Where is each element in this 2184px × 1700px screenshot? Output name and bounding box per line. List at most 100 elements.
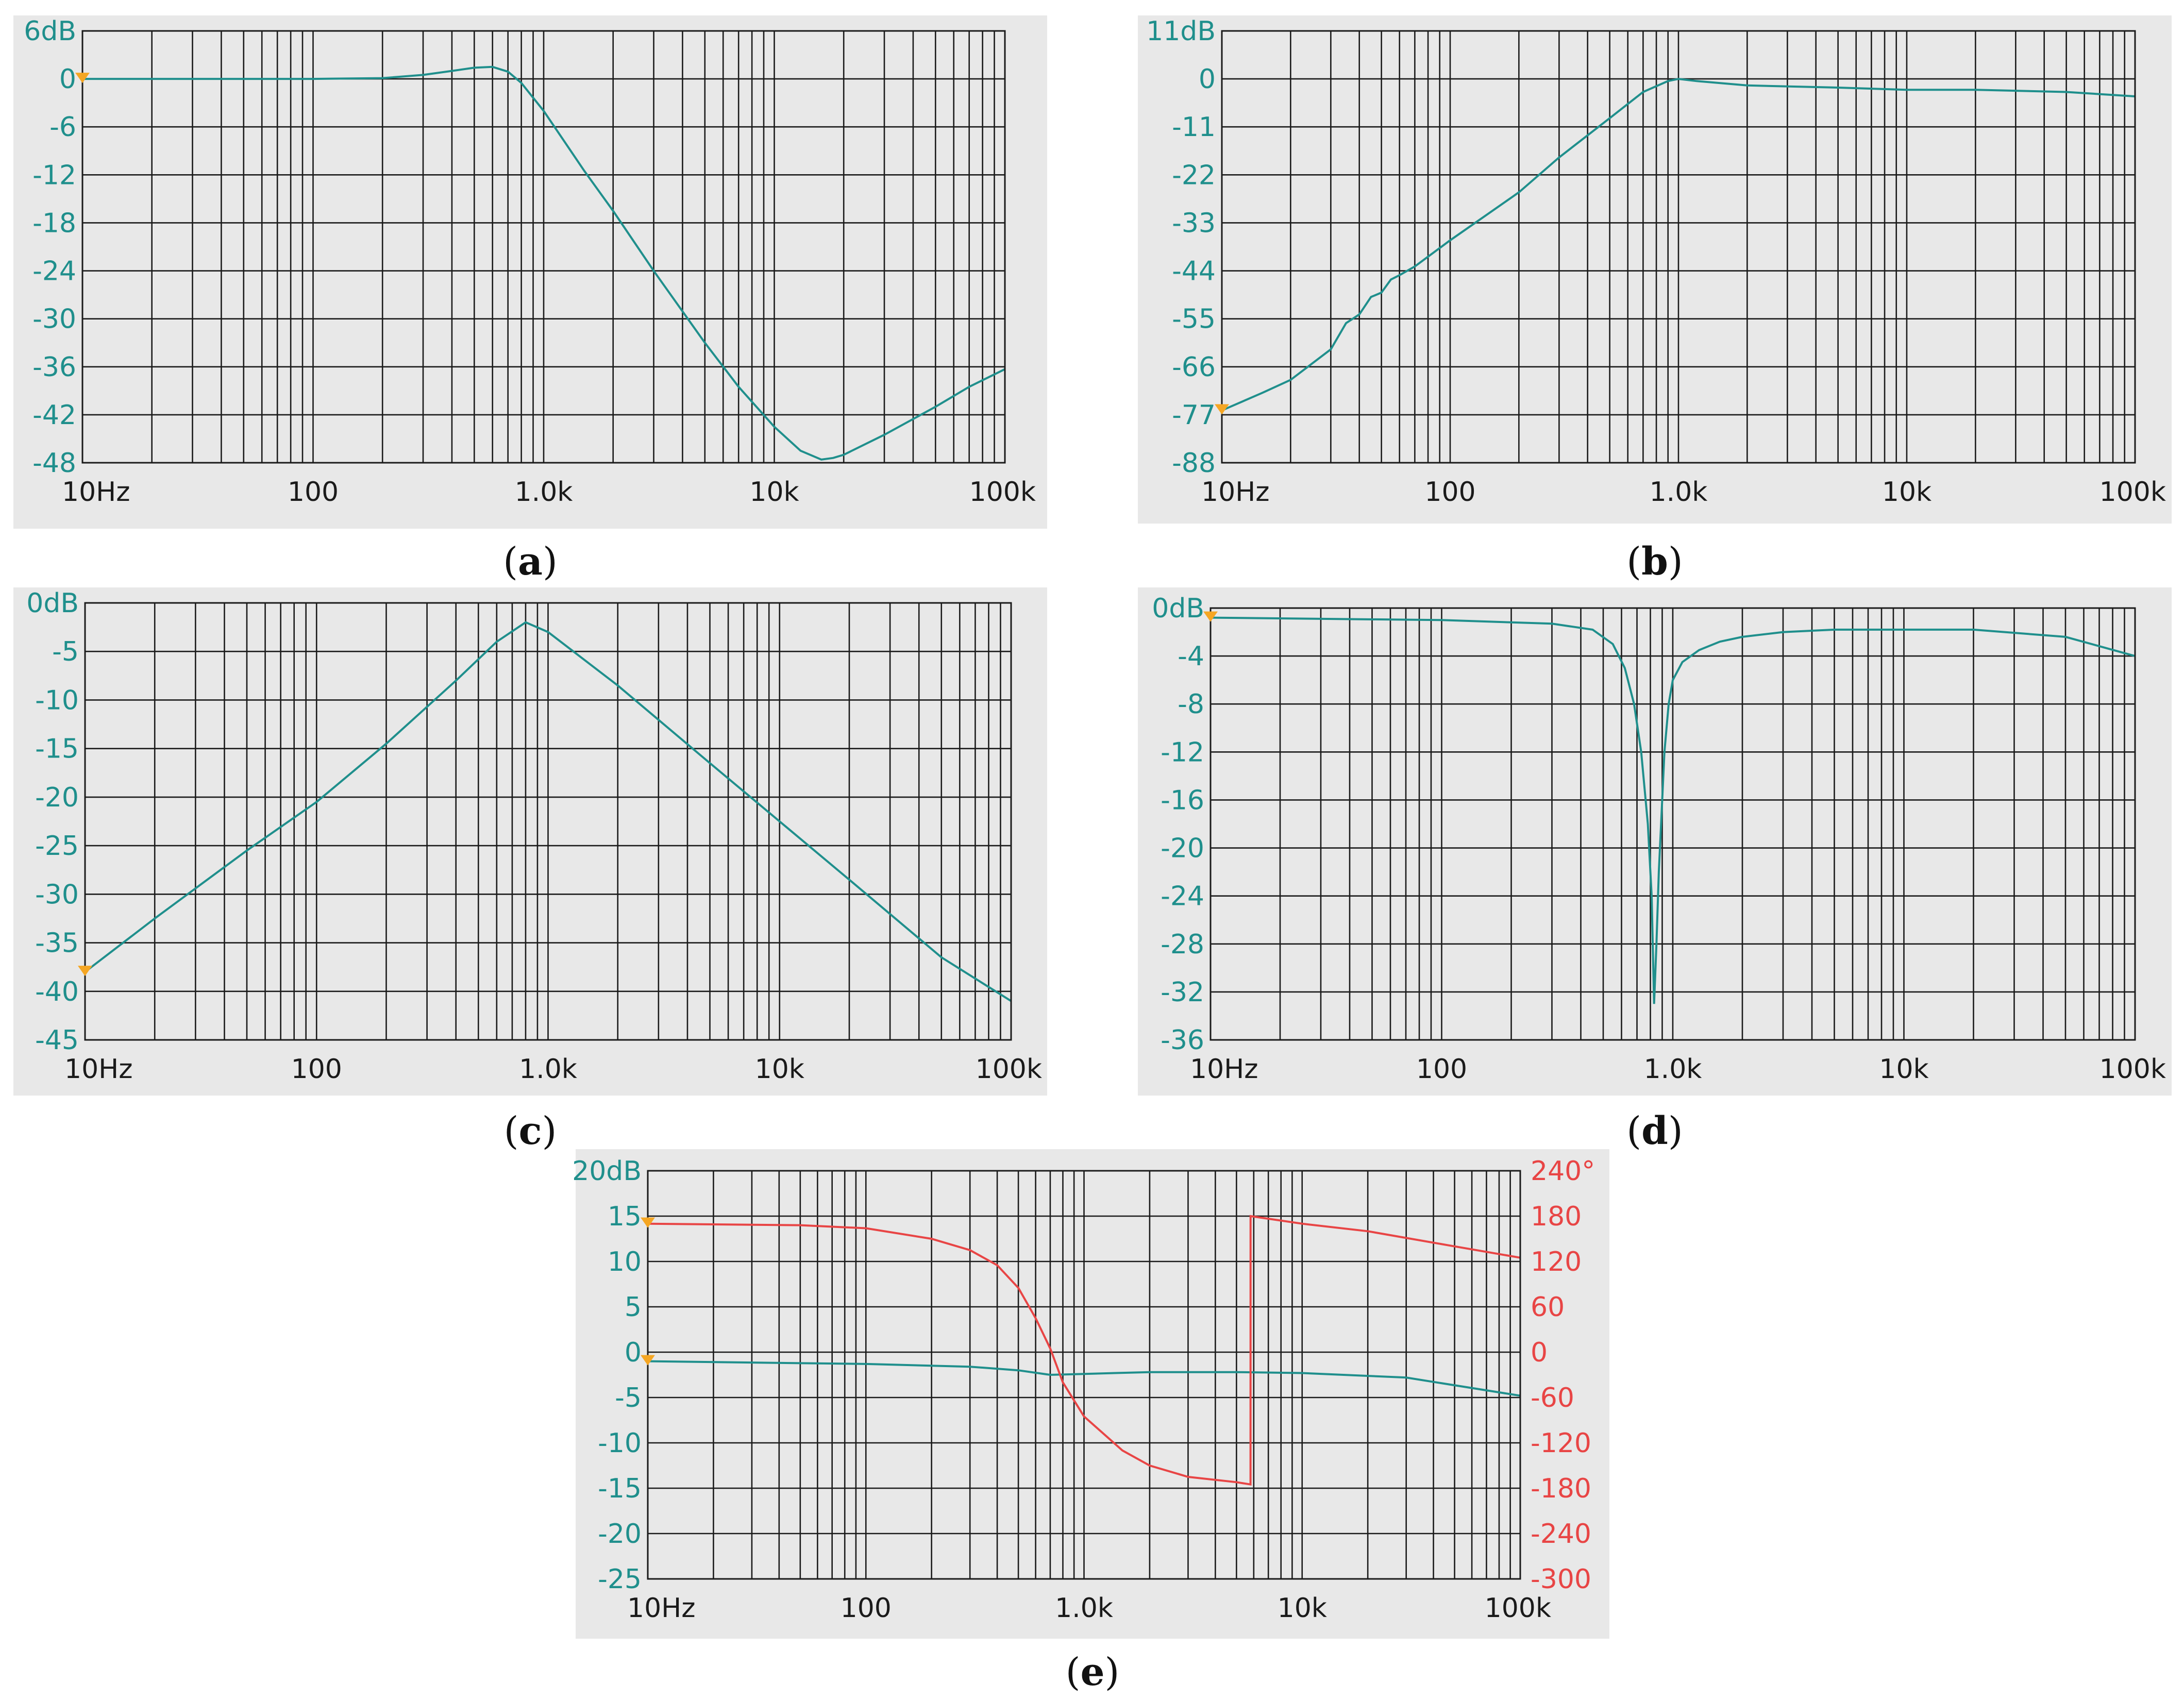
panel-b-series-0-line <box>1221 78 2136 412</box>
panel-d-ytick-label: -24 <box>1161 881 1204 912</box>
panel-c-frame <box>84 602 1012 1041</box>
panel-b: 11dB 0 -11 -22 -33 -44 -55 -66 -77 -88 10Hz 100 1.0… <box>1138 15 2172 584</box>
panel-d-series-0-marker <box>1203 611 1218 622</box>
panel-b-ytick-label: -44 <box>1172 256 1216 287</box>
panel-d-ytick-label: -16 <box>1161 785 1204 816</box>
panel-a-ytick-label: -36 <box>32 352 76 383</box>
panel-d-ytick-label: -8 <box>1178 689 1204 720</box>
panel-e-traces <box>647 1215 1521 1486</box>
panel-e-ytick-right-label: -60 <box>1531 1383 1574 1413</box>
panel-a-ytick-label: -18 <box>32 208 76 239</box>
panel-d-ytick-label: -36 <box>1161 1025 1204 1056</box>
panel-e-ytick-label: 10 <box>608 1247 642 1277</box>
panel-a-ytick-label: -24 <box>32 256 76 287</box>
panel-e-ytick-right-label: 180 <box>1531 1201 1582 1232</box>
panel-c-xtick-label: 100k <box>976 1054 1042 1085</box>
panel-e-y-ticks-right: 240° 180 120 60 0 -60 -120 -180 -240 -300 <box>1531 1156 1595 1595</box>
panel-e-ytick-right-label: -300 <box>1531 1564 1591 1595</box>
panel-c-ytick-label: 0dB <box>26 588 79 619</box>
panel-e-ytick-label: -20 <box>598 1519 642 1550</box>
panel-c-ytick-label: -20 <box>35 782 79 813</box>
panel-a-grid <box>82 31 1005 463</box>
panel-b-traces <box>1221 78 2136 412</box>
panel-c-grid <box>85 603 1011 1040</box>
panel-e-ytick-label: -10 <box>598 1428 642 1459</box>
panel-a-xtick-label: 10Hz <box>62 477 130 508</box>
panel-a-xtick-label: 1.0k <box>515 477 573 508</box>
panel-b-ytick-label: -33 <box>1172 208 1216 239</box>
panel-d-grid <box>1211 608 2135 1040</box>
panel-e-ytick-right-label: 60 <box>1531 1292 1565 1323</box>
panel-c-series-0-marker <box>78 966 92 977</box>
panel-e-xtick-label: 100 <box>841 1593 892 1624</box>
panel-a-caption: (a) <box>503 540 558 584</box>
panel-c-ytick-label: -5 <box>52 636 79 667</box>
panel-b-grid <box>1222 31 2135 463</box>
panel-d-traces <box>1210 616 2136 1004</box>
panel-c: 0dB -5 -10 -15 -20 -25 -30 -35 -40 -45 10Hz 100 1.0… <box>13 587 1047 1153</box>
panel-c-ytick-label: -45 <box>35 1025 79 1056</box>
panel-c-ytick-label: -35 <box>35 928 79 959</box>
panel-b-series-0-marker <box>1215 404 1229 415</box>
panel-b-xtick-label: 100k <box>2099 477 2166 508</box>
panel-d-ytick-label: -28 <box>1161 929 1204 960</box>
panel-b-xtick-label: 100 <box>1424 477 1475 508</box>
panel-e-x-ticks: 10Hz 100 1.0k 10k 100k <box>627 1593 1551 1624</box>
panel-e-series-1-line <box>647 1215 1521 1486</box>
panel-a-ytick-label: -30 <box>32 304 76 335</box>
panel-d-xtick-label: 1.0k <box>1644 1054 1702 1085</box>
panel-d-series-0-line <box>1210 616 2136 1004</box>
panel-a-xtick-label: 100k <box>969 477 1036 508</box>
panel-b-y-ticks: 11dB 0 -11 -22 -33 -44 -55 -66 -77 -88 <box>1146 16 1216 479</box>
panel-e-ytick-label: -15 <box>598 1473 642 1504</box>
panel-d-frame <box>1209 607 2136 1041</box>
panel-d-x-ticks: 10Hz 100 1.0k 10k 100k <box>1190 1054 2166 1085</box>
panel-e-ytick-right-label: 240° <box>1531 1156 1595 1187</box>
panel-a-x-ticks: 10Hz 100 1.0k 10k 100k <box>62 477 1036 508</box>
panel-c-xtick-label: 10k <box>755 1054 804 1085</box>
panel-e-series-0-line <box>647 1360 1521 1397</box>
panel-a-series-0-marker <box>75 73 90 83</box>
panel-e: 20dB 15 10 5 0 -5 -10 -15 -20 -25 240° 180 120 60 0 -6… <box>572 1149 1609 1694</box>
panel-b-ytick-label: -22 <box>1172 160 1216 191</box>
panel-e-ytick-label: -5 <box>615 1383 642 1413</box>
panel-e-y-ticks: 20dB 15 10 5 0 -5 -10 -15 -20 -25 <box>572 1156 642 1595</box>
panel-e-caption: (e) <box>1066 1650 1120 1694</box>
panel-b-ytick-label: -55 <box>1172 304 1216 335</box>
panel-b-xtick-label: 10k <box>1882 477 1931 508</box>
panel-c-ytick-label: -40 <box>35 977 79 1007</box>
panel-c-traces <box>84 621 1012 1002</box>
panel-e-series-1-marker <box>641 1217 655 1228</box>
panel-e-ytick-label: 20dB <box>572 1156 642 1187</box>
panel-a-ytick-label: 0 <box>59 64 76 95</box>
panel-d-ytick-label: 0dB <box>1152 593 1204 624</box>
panel-e-frame <box>647 1170 1521 1580</box>
panel-a-ytick-label: 6dB <box>24 16 76 47</box>
panel-e-xtick-label: 10k <box>1278 1593 1327 1624</box>
panel-e-xtick-label: 10Hz <box>627 1593 696 1624</box>
panel-b-ytick-label: -88 <box>1172 448 1216 479</box>
panel-c-xtick-label: 10Hz <box>64 1054 133 1085</box>
panel-e-ytick-right-label: 0 <box>1531 1337 1548 1368</box>
panel-a-ytick-label: -6 <box>49 112 76 143</box>
panel-b-ytick-label: 11dB <box>1146 16 1216 47</box>
panel-c-ytick-label: -30 <box>35 879 79 910</box>
panel-d-ytick-label: -12 <box>1161 737 1204 768</box>
panel-c-xtick-label: 100 <box>291 1054 342 1085</box>
panel-a-traces <box>82 65 1005 461</box>
panel-e-xtick-label: 100k <box>1485 1593 1551 1624</box>
panel-c-series-0-line <box>84 621 1012 1002</box>
panel-e-ytick-right-label: -120 <box>1531 1428 1591 1459</box>
panel-d: 0dB -4 -8 -12 -16 -20 -24 -28 -32 -36 10Hz 100 1.0k… <box>1138 587 2172 1153</box>
panel-a-ytick-label: -12 <box>32 160 76 191</box>
panel-d-xtick-label: 10k <box>1879 1054 1928 1085</box>
panel-a-ytick-label: -42 <box>32 400 76 431</box>
panel-b-ytick-label: -11 <box>1172 112 1216 143</box>
panel-c-ytick-label: -10 <box>35 685 79 716</box>
panel-d-caption: (d) <box>1626 1109 1683 1153</box>
panel-e-grid <box>648 1171 1520 1579</box>
panel-c-x-ticks: 10Hz 100 1.0k 10k 100k <box>64 1054 1042 1085</box>
